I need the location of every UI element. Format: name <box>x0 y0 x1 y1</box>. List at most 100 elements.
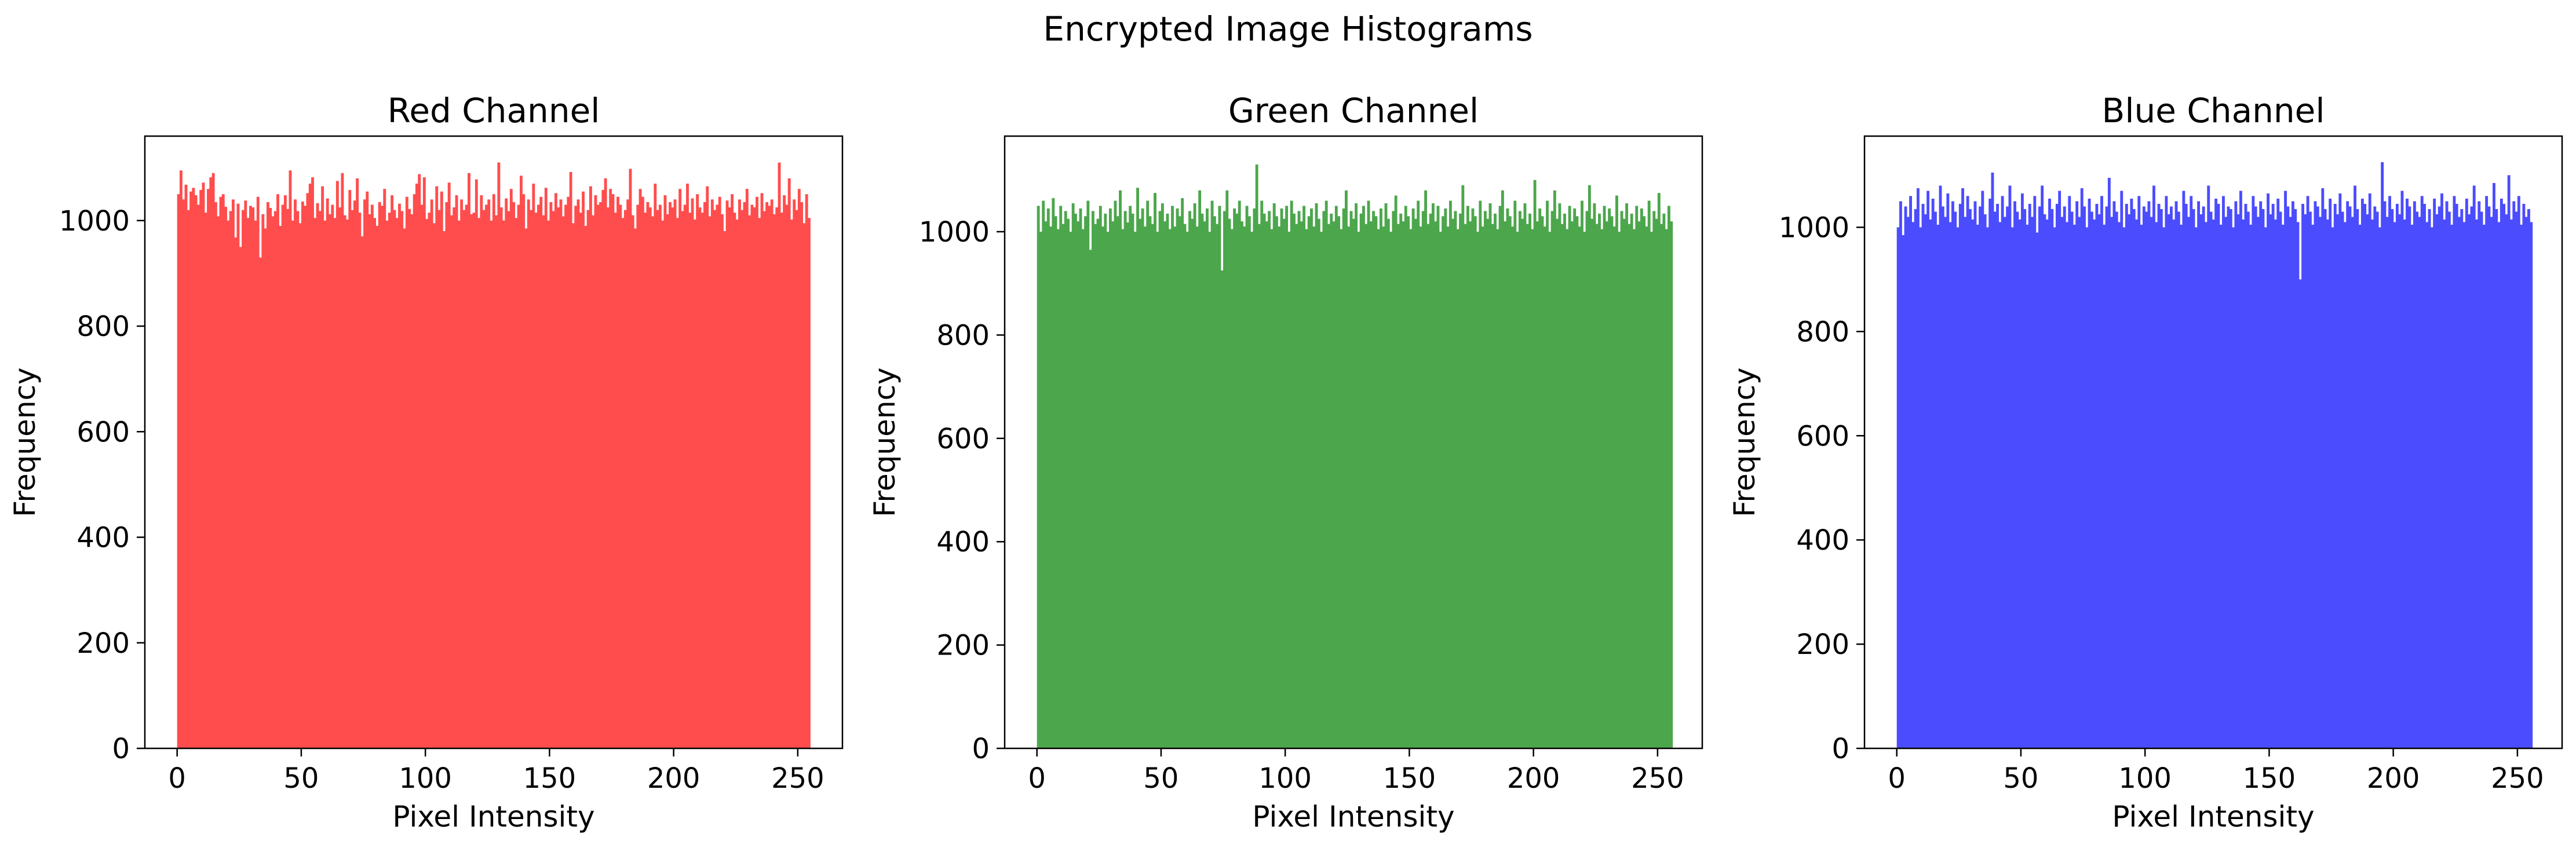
blue-histogram-bar <box>2234 201 2238 748</box>
red-histogram-bar <box>184 184 188 749</box>
blue-histogram-bar <box>2420 196 2424 748</box>
green-histogram-bar <box>1605 221 1608 748</box>
blue-histogram-bar <box>2445 201 2449 748</box>
blue-histogram-bar <box>2140 224 2143 748</box>
green-histogram-bar <box>1116 216 1119 748</box>
red-x-tick-label: 0 <box>168 762 186 795</box>
blue-histogram-bar <box>2122 227 2126 748</box>
green-histogram-bar <box>1558 203 1561 749</box>
blue-histogram-bar <box>2495 209 2498 748</box>
green-histogram-bar <box>1223 211 1226 749</box>
blue-histogram-bar <box>2438 206 2441 748</box>
blue-histogram-bar <box>2453 196 2456 748</box>
blue-histogram-bar <box>2408 206 2411 748</box>
red-histogram-bar <box>450 215 453 748</box>
green-histogram-bar <box>1444 208 1447 748</box>
blue-histogram-bar <box>2391 209 2394 748</box>
blue-histogram-bar <box>2388 196 2391 748</box>
blue-histogram-bar <box>1968 209 1972 748</box>
red-histogram-bar <box>790 219 793 749</box>
red-histogram-bar <box>482 210 486 748</box>
blue-histogram-bar <box>2162 227 2166 748</box>
green-histogram-bar <box>1243 226 1246 749</box>
green-histogram-bar <box>1121 229 1125 748</box>
blue-histogram-bar <box>2157 203 2161 748</box>
green-histogram-bar <box>1496 229 1499 748</box>
red-histogram-bar <box>261 214 265 748</box>
green-histogram-bar <box>1389 232 1393 748</box>
green-histogram-bar <box>1275 216 1278 748</box>
red-histogram-bar <box>584 225 588 748</box>
green-y-tick-label: 200 <box>936 630 990 662</box>
red-histogram-bar <box>259 257 262 749</box>
blue-histogram-bar <box>1983 214 1987 748</box>
green-histogram-bar <box>1039 232 1042 748</box>
blue-histogram-bar <box>1949 222 1952 748</box>
blue-histogram-bar <box>1993 211 1997 748</box>
red-histogram-bar <box>492 194 495 749</box>
blue-histogram-bar <box>2358 224 2362 748</box>
blue-histogram-bars <box>1896 162 2533 749</box>
red-histogram-bar <box>534 213 538 749</box>
red-histogram-bar <box>360 236 364 748</box>
green-histogram-bar <box>1367 200 1370 748</box>
red-histogram-bar <box>194 195 198 748</box>
green-histogram-bar <box>1372 211 1375 749</box>
red-channel-title: Red Channel <box>388 91 600 130</box>
red-histogram-bar <box>721 214 724 748</box>
blue-y-tick-label: 400 <box>1796 524 1849 557</box>
red-histogram-bar <box>601 189 605 748</box>
green-histogram-bar <box>1305 229 1308 748</box>
blue-histogram-bar <box>2423 203 2426 748</box>
green-histogram-bar <box>1345 190 1348 748</box>
green-histogram-bar <box>1494 213 1497 748</box>
blue-histogram-bar <box>2078 217 2081 748</box>
green-histogram-bar <box>1553 190 1556 748</box>
green-histogram-bar <box>1362 206 1365 748</box>
green-histogram-bar <box>1268 211 1271 749</box>
red-histogram-bar <box>708 216 711 748</box>
red-histogram-bar <box>619 204 622 749</box>
blue-histogram-bar <box>2242 219 2245 748</box>
red-histogram-bar <box>381 206 384 748</box>
green-histogram-bar <box>1600 229 1604 748</box>
green-histogram-bar <box>1310 208 1313 748</box>
green-histogram-bar <box>1270 229 1274 748</box>
blue-histogram-bar <box>1929 219 1932 748</box>
red-histogram-bar <box>209 177 213 748</box>
green-y-tick-label: 1000 <box>919 216 990 248</box>
blue-histogram-bar <box>2058 191 2061 749</box>
blue-histogram-bar <box>2026 224 2029 748</box>
green-histogram-bar <box>1218 206 1221 748</box>
red-histogram-bar <box>437 210 441 748</box>
blue-histogram-bar <box>2118 222 2121 748</box>
blue-histogram-bar <box>2003 217 2006 748</box>
green-histogram-bar <box>1230 229 1234 748</box>
green-histogram-bar <box>1633 229 1636 748</box>
green-histogram-bar <box>1504 221 1507 748</box>
red-histogram-bar <box>239 247 242 749</box>
red-histogram-bar <box>686 184 689 748</box>
green-x-tick-label: 200 <box>1507 762 1560 795</box>
green-histogram-bar <box>1089 250 1092 748</box>
blue-histogram-bar <box>2433 198 2436 748</box>
blue-histogram-bar <box>2135 219 2138 748</box>
green-histogram-bar <box>1255 165 1258 748</box>
blue-histogram-bar <box>2214 198 2218 748</box>
red-histogram-bar <box>808 218 811 748</box>
red-histogram-bar <box>569 171 572 749</box>
red-histogram-bar <box>666 214 669 748</box>
green-histogram-bar <box>1220 270 1224 748</box>
blue-histogram-bar <box>2316 206 2319 748</box>
blue-histogram-bar <box>2368 193 2371 748</box>
blue-histogram-bar <box>2103 224 2106 748</box>
green-histogram-bar <box>1513 200 1517 748</box>
red-histogram-bar <box>308 184 312 748</box>
blue-histogram-bar <box>2152 185 2155 749</box>
blue-histogram-bar <box>2311 224 2315 748</box>
blue-histogram-bar <box>2478 201 2481 748</box>
red-histogram-bar <box>219 196 222 748</box>
blue-histogram-bar <box>2167 214 2170 748</box>
green-histogram-bar <box>1315 203 1318 749</box>
red-histogram-bar <box>298 223 302 749</box>
